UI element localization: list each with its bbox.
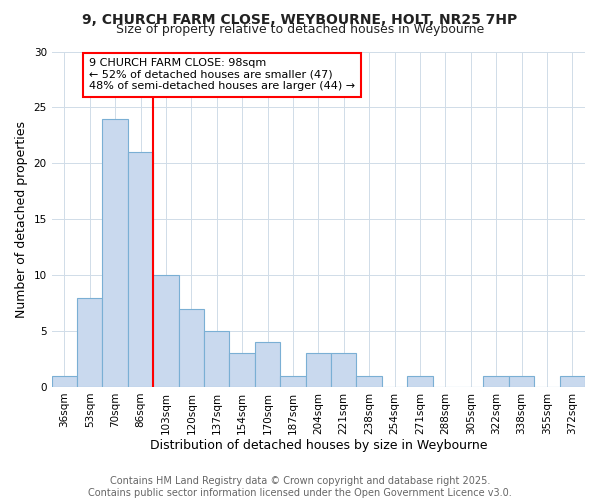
Bar xyxy=(331,354,356,387)
Bar xyxy=(484,376,509,387)
Bar xyxy=(407,376,433,387)
Bar xyxy=(179,308,204,387)
Bar xyxy=(204,331,229,387)
Y-axis label: Number of detached properties: Number of detached properties xyxy=(15,120,28,318)
Bar xyxy=(280,376,305,387)
X-axis label: Distribution of detached houses by size in Weybourne: Distribution of detached houses by size … xyxy=(149,440,487,452)
Text: 9, CHURCH FARM CLOSE, WEYBOURNE, HOLT, NR25 7HP: 9, CHURCH FARM CLOSE, WEYBOURNE, HOLT, N… xyxy=(82,12,518,26)
Bar xyxy=(305,354,331,387)
Text: 9 CHURCH FARM CLOSE: 98sqm
← 52% of detached houses are smaller (47)
48% of semi: 9 CHURCH FARM CLOSE: 98sqm ← 52% of deta… xyxy=(89,58,355,92)
Bar xyxy=(229,354,255,387)
Text: Size of property relative to detached houses in Weybourne: Size of property relative to detached ho… xyxy=(116,22,484,36)
Bar xyxy=(255,342,280,387)
Bar xyxy=(356,376,382,387)
Bar xyxy=(103,118,128,387)
Bar xyxy=(52,376,77,387)
Bar xyxy=(153,275,179,387)
Bar xyxy=(128,152,153,387)
Bar xyxy=(560,376,585,387)
Bar xyxy=(77,298,103,387)
Text: Contains HM Land Registry data © Crown copyright and database right 2025.
Contai: Contains HM Land Registry data © Crown c… xyxy=(88,476,512,498)
Bar xyxy=(509,376,534,387)
